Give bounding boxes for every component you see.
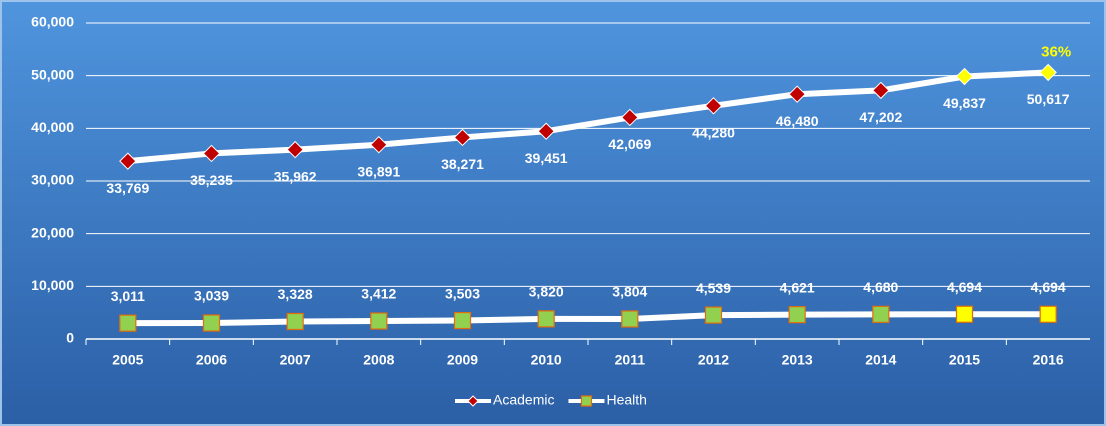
y-tick-label: 60,000 [31,14,74,30]
y-tick-label: 20,000 [31,224,74,240]
legend-marker [580,395,593,407]
data-label: 39,451 [525,150,568,166]
data-label: 49,837 [943,95,986,111]
series-line [127,311,1049,327]
data-point [788,85,806,103]
y-tick-label: 0 [66,330,74,346]
data-point [955,305,974,323]
data-point [537,122,555,140]
data-label: 35,962 [274,168,317,184]
data-label: 44,280 [692,124,735,140]
legend-label: Health [606,392,646,408]
data-point [453,128,472,147]
x-tick-label: 2015 [949,352,980,368]
data-point [119,314,137,332]
x-tick-label: 2008 [363,352,394,368]
data-point [621,310,639,328]
data-label: 4,694 [1031,279,1066,295]
data-point [1039,63,1057,82]
annotation: 36% [1041,43,1071,60]
data-label: 50,617 [1027,91,1070,107]
data-point [202,314,221,332]
data-point [704,97,723,115]
data-label: 42,069 [608,136,651,152]
data-point [537,310,555,328]
legend-label: Academic [493,392,554,408]
data-point [788,306,806,324]
x-tick-label: 2005 [112,352,143,368]
data-label: 3,011 [111,288,145,304]
y-tick-label: 10,000 [31,277,74,293]
x-tick-label: 2010 [531,352,562,368]
y-tick-label: 50,000 [31,66,74,82]
data-label: 4,680 [863,279,898,295]
x-tick-label: 2007 [280,352,311,368]
data-point [621,108,639,127]
data-point [872,81,890,100]
data-point [1039,305,1057,323]
data-point [119,152,137,170]
x-tick-label: 2011 [615,352,646,368]
data-label: 35,235 [190,172,233,188]
data-label: 3,328 [278,286,313,302]
data-point [955,67,974,86]
data-point [286,312,304,331]
data-point [872,305,890,323]
x-tick-label: 2014 [865,352,896,368]
x-tick-label: 2012 [698,352,729,368]
data-label: 46,480 [776,113,819,129]
x-tick-label: 2016 [1033,352,1064,368]
data-label: 47,202 [859,109,902,125]
data-label: 3,503 [445,285,480,301]
data-point [370,136,388,154]
data-point [370,312,388,330]
data-label: 3,804 [612,284,647,300]
data-label: 3,820 [529,284,564,300]
legend-marker [467,395,479,407]
y-tick-label: 40,000 [31,119,74,135]
data-label: 4,694 [947,279,982,295]
data-point [202,144,221,163]
data-label: 4,539 [696,280,731,296]
data-point [704,306,723,324]
data-point [453,311,472,330]
y-tick-label: 30,000 [31,172,74,188]
data-label: 38,271 [441,156,484,172]
data-label: 4,621 [780,279,815,295]
series-line [127,69,1049,165]
x-tick-label: 2009 [447,352,478,368]
x-tick-label: 2006 [196,352,227,368]
data-label: 36,891 [357,163,400,179]
data-label: 3,412 [361,286,396,302]
x-tick-label: 2013 [782,352,813,368]
data-label: 3,039 [194,288,229,304]
data-point [286,140,304,159]
data-label: 33,769 [106,180,149,196]
